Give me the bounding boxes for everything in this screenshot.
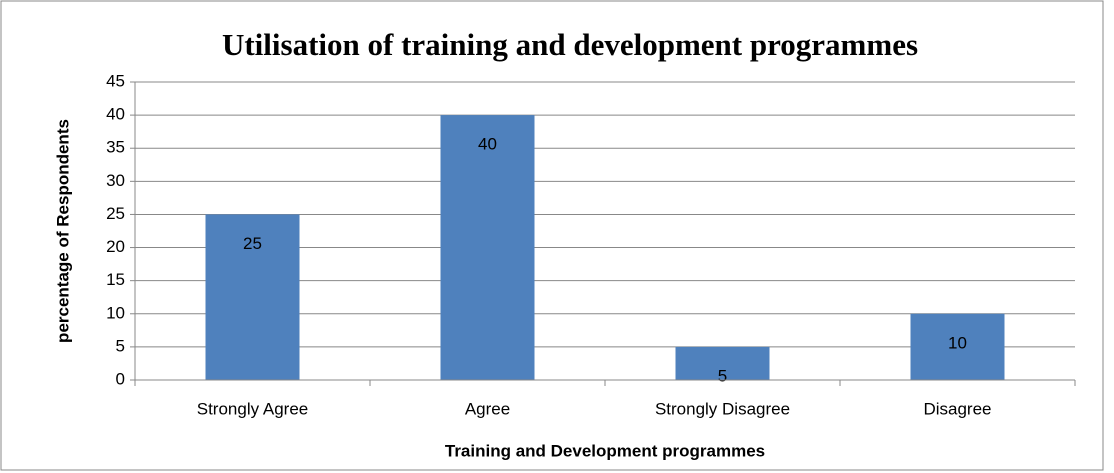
data-label: 40 [478, 135, 497, 154]
x-tick-label: Strongly Agree [197, 399, 309, 418]
x-tick-label: Disagree [923, 399, 991, 418]
bar [910, 313, 1005, 380]
y-tick-label: 15 [106, 270, 125, 289]
x-tick-label: Agree [465, 399, 510, 418]
y-tick-label: 10 [106, 303, 125, 322]
y-tick-label: 40 [106, 105, 125, 124]
chart-title: Utilisation of training and development … [222, 27, 918, 62]
y-tick-label: 45 [106, 71, 125, 90]
x-axis-title: Training and Development programmes [445, 441, 765, 460]
data-label: 25 [243, 234, 262, 253]
y-axis-title: percentage of Respondents [53, 119, 72, 343]
y-tick-label: 5 [116, 336, 125, 355]
y-tick-label: 30 [106, 171, 125, 190]
y-tick-label: 20 [106, 237, 125, 256]
data-label: 5 [718, 366, 727, 385]
bar [675, 346, 770, 380]
y-tick-label: 35 [106, 138, 125, 157]
data-label: 10 [948, 333, 967, 352]
y-tick-label: 25 [106, 204, 125, 223]
bar [205, 214, 300, 380]
x-tick-label: Strongly Disagree [655, 399, 790, 418]
y-tick-label: 0 [116, 369, 125, 388]
bar [440, 115, 535, 380]
